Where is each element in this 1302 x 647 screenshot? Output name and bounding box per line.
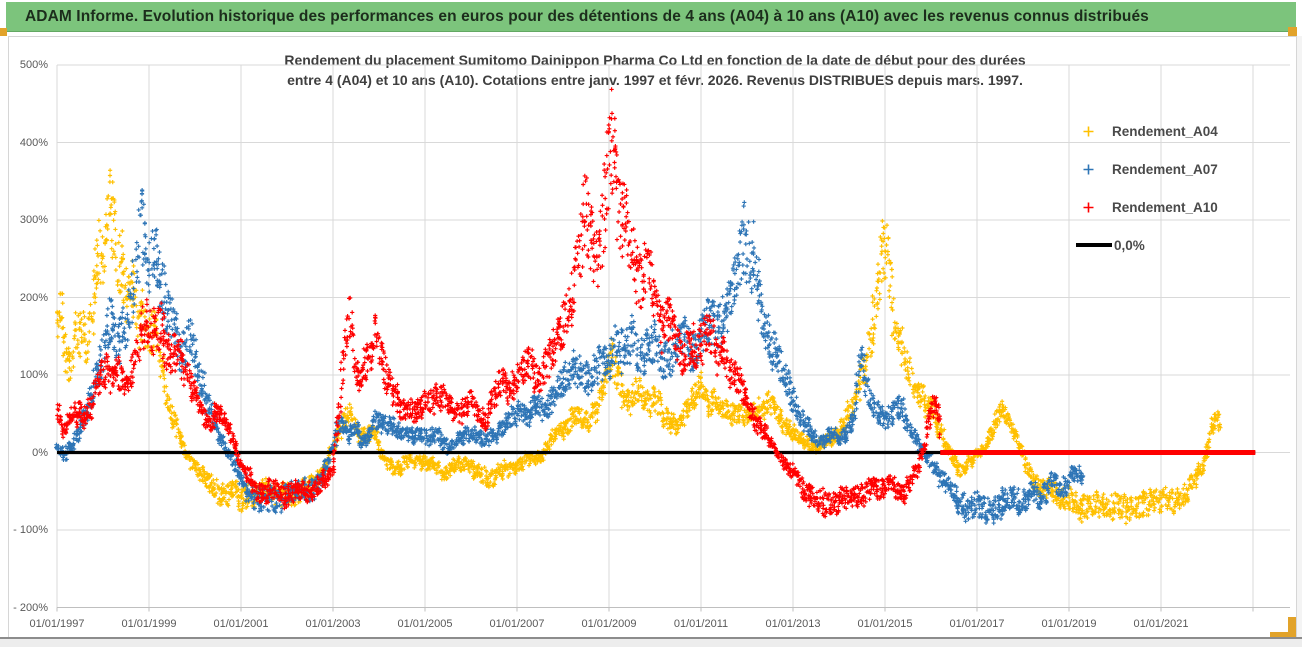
x-tick-label: 01/01/1997 — [29, 618, 85, 630]
window-bottom-edge — [0, 637, 1302, 647]
legend-label: Rendement_A04 — [1112, 123, 1218, 139]
x-tick-label: 01/01/2013 — [765, 618, 821, 630]
chart-title: Rendement du placement Sumitomo Dainippo… — [60, 50, 1250, 90]
x-tick-label: 01/01/2003 — [305, 618, 361, 630]
legend-label: Rendement_A07 — [1112, 161, 1218, 177]
x-tick-label: 01/01/2001 — [213, 618, 269, 630]
zero-line-swatch — [1076, 243, 1112, 247]
y-tick-label: - 200% — [13, 601, 48, 614]
chart-legend: Rendement_A04 Rendement_A07 Rendement_A1… — [1076, 112, 1290, 264]
y-tick-label: 200% — [19, 291, 48, 304]
x-tick-label: 01/01/2007 — [489, 618, 545, 630]
chart-title-line2: entre 4 (A04) et 10 ans (A10). Cotations… — [287, 72, 1023, 88]
chart-title-line1: Rendement du placement Sumitomo Dainippo… — [284, 52, 1026, 68]
x-tick-label: 01/01/1999 — [121, 618, 177, 630]
plus-marker-icon — [1076, 163, 1112, 176]
legend-item-a07[interactable]: Rendement_A07 — [1076, 150, 1290, 188]
y-tick-label: 400% — [19, 136, 48, 149]
header-corner-accent-right — [1288, 27, 1297, 36]
x-tick-label: 01/01/2009 — [581, 618, 637, 630]
x-tick-label: 01/01/2021 — [1133, 618, 1189, 630]
series-rendement-a04[interactable] — [55, 168, 1223, 526]
chart-corner-handle[interactable] — [1288, 617, 1296, 640]
header-bar: ADAM Informe. Evolution historique des p… — [6, 2, 1296, 32]
legend-item-a04[interactable]: Rendement_A04 — [1076, 112, 1290, 150]
y-tick-label: 300% — [19, 214, 48, 226]
x-tick-label: 01/01/2017 — [949, 618, 1005, 630]
series-rendement-a10[interactable] — [55, 87, 943, 519]
legend-item-a10[interactable]: Rendement_A10 — [1076, 188, 1290, 226]
x-tick-label: 01/01/2011 — [673, 618, 729, 630]
y-tick-label: 100% — [19, 369, 48, 381]
plus-marker-icon — [1076, 201, 1112, 214]
chart-corner-handle[interactable] — [1270, 632, 1296, 640]
y-tick-label: - 100% — [13, 524, 48, 536]
legend-item-zero-line[interactable]: 0,0% — [1076, 226, 1290, 264]
header-corner-accent-left — [0, 28, 7, 36]
y-tick-label: 0% — [32, 446, 48, 459]
page-title: ADAM Informe. Evolution historique des p… — [25, 7, 1149, 25]
y-tick-label: 500% — [19, 59, 48, 71]
legend-label: 0,0% — [1114, 237, 1145, 253]
window-right-edge — [1297, 36, 1302, 639]
x-tick-label: 01/01/2015 — [857, 618, 913, 630]
plus-marker-icon — [1076, 125, 1112, 138]
x-tick-label: 01/01/2005 — [397, 618, 453, 630]
x-tick-label: 01/01/2019 — [1041, 618, 1097, 630]
legend-label: Rendement_A10 — [1112, 199, 1218, 215]
